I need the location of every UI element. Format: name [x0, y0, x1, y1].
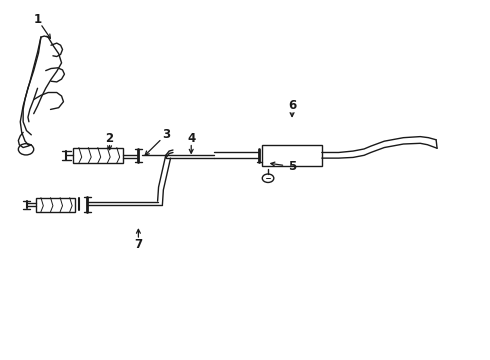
- Text: 2: 2: [105, 132, 114, 145]
- Text: 3: 3: [162, 129, 170, 141]
- Text: 7: 7: [134, 238, 143, 251]
- Text: 4: 4: [187, 132, 196, 145]
- Bar: [262, 145, 322, 166]
- Bar: [73, 148, 122, 163]
- Text: 6: 6: [288, 99, 296, 112]
- Text: 5: 5: [288, 160, 296, 173]
- Text: 1: 1: [33, 13, 42, 26]
- Bar: [36, 198, 74, 212]
